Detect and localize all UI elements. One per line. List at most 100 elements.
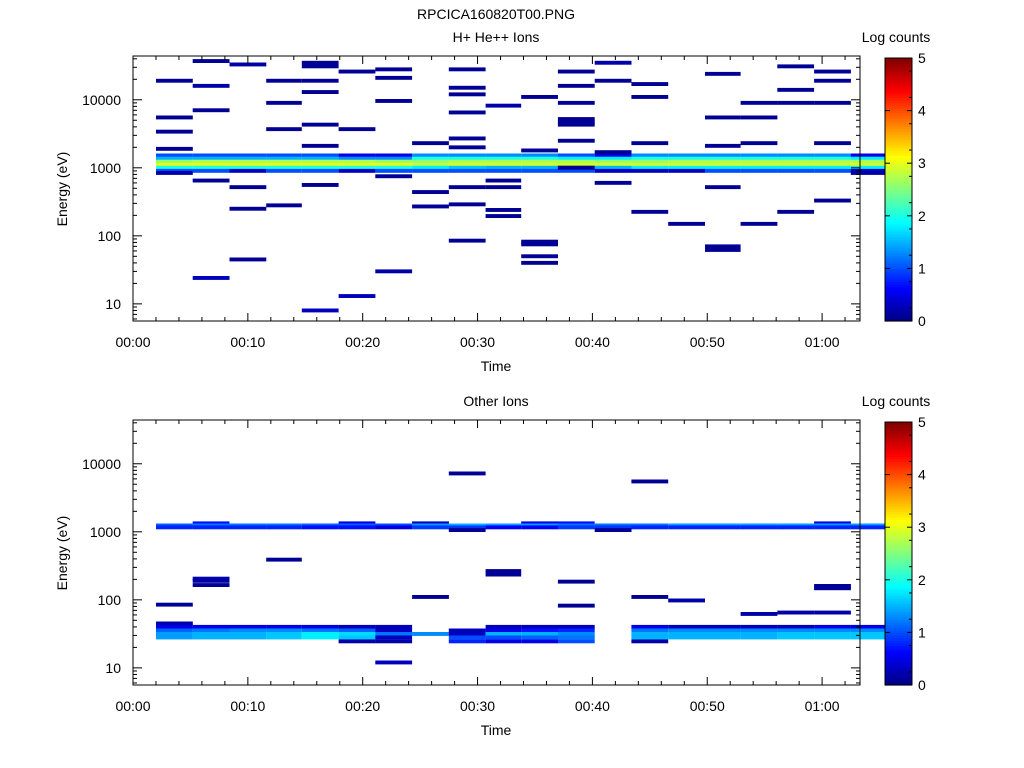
colorbar-swatch (885, 213, 912, 217)
heatmap-cell (375, 628, 413, 633)
colorbar-swatch (885, 228, 912, 233)
x-tick-label: 00:20 (345, 334, 380, 350)
heatmap-cell (668, 159, 705, 164)
heatmap-cell (705, 156, 741, 161)
heatmap-cell (375, 639, 413, 644)
colorbar-swatch (885, 192, 912, 196)
heatmap-cell (705, 143, 741, 148)
colorbar-swatch (885, 487, 912, 491)
colorbar-swatch (885, 453, 912, 457)
colorbar-swatch (885, 292, 912, 296)
heatmap-cell (777, 156, 815, 161)
colorbar: 0 1 2 3 4 5 (884, 414, 926, 693)
heatmap-cell (557, 120, 595, 124)
heatmap-cell (594, 78, 632, 83)
colorbar-swatch (885, 671, 912, 676)
x-tick-label: 00:50 (690, 334, 725, 350)
heatmap-cell (631, 209, 669, 214)
colorbar-swatch (885, 461, 912, 465)
heatmap-cell (485, 208, 522, 212)
heatmap-cell (814, 162, 851, 167)
heatmap-cell (448, 156, 486, 161)
heatmap-cell (229, 165, 267, 170)
heatmap-cell (814, 69, 851, 74)
heatmap-cell (266, 153, 302, 158)
heatmap-cell (448, 92, 486, 97)
heatmap-cell (301, 122, 339, 127)
x-tick-label: 00:50 (690, 698, 725, 714)
colorbar-swatch (885, 535, 912, 539)
colorbar-tick-label: 0 (918, 313, 926, 329)
heatmap-cell (777, 209, 815, 214)
heatmap-cell (777, 162, 815, 167)
colorbar-swatch (885, 645, 912, 649)
y-axis-ticks: 10 100 1000 10000 (82, 422, 860, 684)
colorbar-tick-label: 1 (918, 260, 926, 276)
colorbar-swatch (885, 231, 912, 235)
heatmap-cell (777, 525, 815, 530)
y-tick-label: 10 (105, 296, 121, 312)
heatmap-cell (301, 156, 339, 161)
colorbar-swatch (885, 524, 912, 528)
heatmap-cell (266, 100, 302, 105)
heatmap-cell (705, 168, 741, 173)
heatmap-cell (594, 180, 632, 185)
heatmap-cell (375, 153, 413, 158)
heatmap-cell (594, 525, 632, 530)
heatmap-cell (814, 525, 851, 530)
heatmap-cell (668, 598, 705, 603)
heatmap-cell (557, 521, 595, 526)
heatmap-cell (740, 159, 778, 164)
colorbar-swatch (885, 144, 912, 149)
colorbar-swatch (885, 493, 912, 497)
colorbar-swatch (885, 679, 912, 683)
heatmap-cell (485, 162, 522, 167)
heatmap-cell (521, 168, 558, 173)
colorbar-swatch (885, 268, 912, 272)
heatmap-cell (850, 635, 888, 640)
heatmap-cell (192, 59, 230, 63)
heatmap-cell (338, 628, 376, 633)
heatmap-cell (375, 635, 413, 640)
heatmap-cell (375, 75, 413, 80)
colorbar-swatch (885, 435, 912, 439)
heatmap-cell (192, 159, 230, 164)
heatmap-cell (705, 635, 741, 640)
heatmap-cell (521, 260, 558, 265)
colorbar-tick-label: 4 (918, 467, 926, 483)
heatmap-cell (338, 624, 376, 629)
heatmap-cell (668, 632, 705, 636)
heatmap-cell (521, 525, 558, 530)
heatmap-cell (192, 525, 230, 530)
heatmap-cell (229, 62, 267, 67)
colorbar-swatch (885, 569, 912, 573)
colorbar-tick-label: 5 (918, 414, 926, 430)
heatmap-cell (485, 159, 522, 164)
heatmap-cell (631, 595, 669, 599)
heatmap-cell (521, 95, 558, 99)
colorbar-swatch (885, 537, 912, 541)
heatmap-cell (557, 639, 595, 644)
heatmap-cell (705, 165, 741, 170)
heatmap-cell (777, 153, 815, 158)
heatmap-cell (412, 165, 449, 170)
colorbar-swatch (885, 113, 912, 117)
heatmap-cell (338, 168, 376, 173)
colorbar-swatch (885, 150, 912, 154)
heatmap-cell (485, 525, 522, 530)
heatmap-cell (777, 159, 815, 164)
heatmap-cell (156, 153, 193, 158)
heatmap-cell (338, 159, 376, 164)
heatmap-cell (448, 639, 486, 644)
heatmap-cell (521, 239, 558, 244)
colorbar-swatch (885, 249, 912, 254)
heatmap-cell (631, 82, 669, 86)
colorbar-swatch (885, 205, 912, 209)
heatmap-cell (668, 624, 705, 629)
colorbar-swatch (885, 313, 912, 317)
heatmap-cell (521, 624, 558, 629)
colorbar-swatch (885, 252, 912, 256)
heatmap-cell (448, 159, 486, 164)
colorbar: 0 1 2 3 4 5 (884, 50, 926, 329)
heatmap-cell (192, 576, 230, 581)
